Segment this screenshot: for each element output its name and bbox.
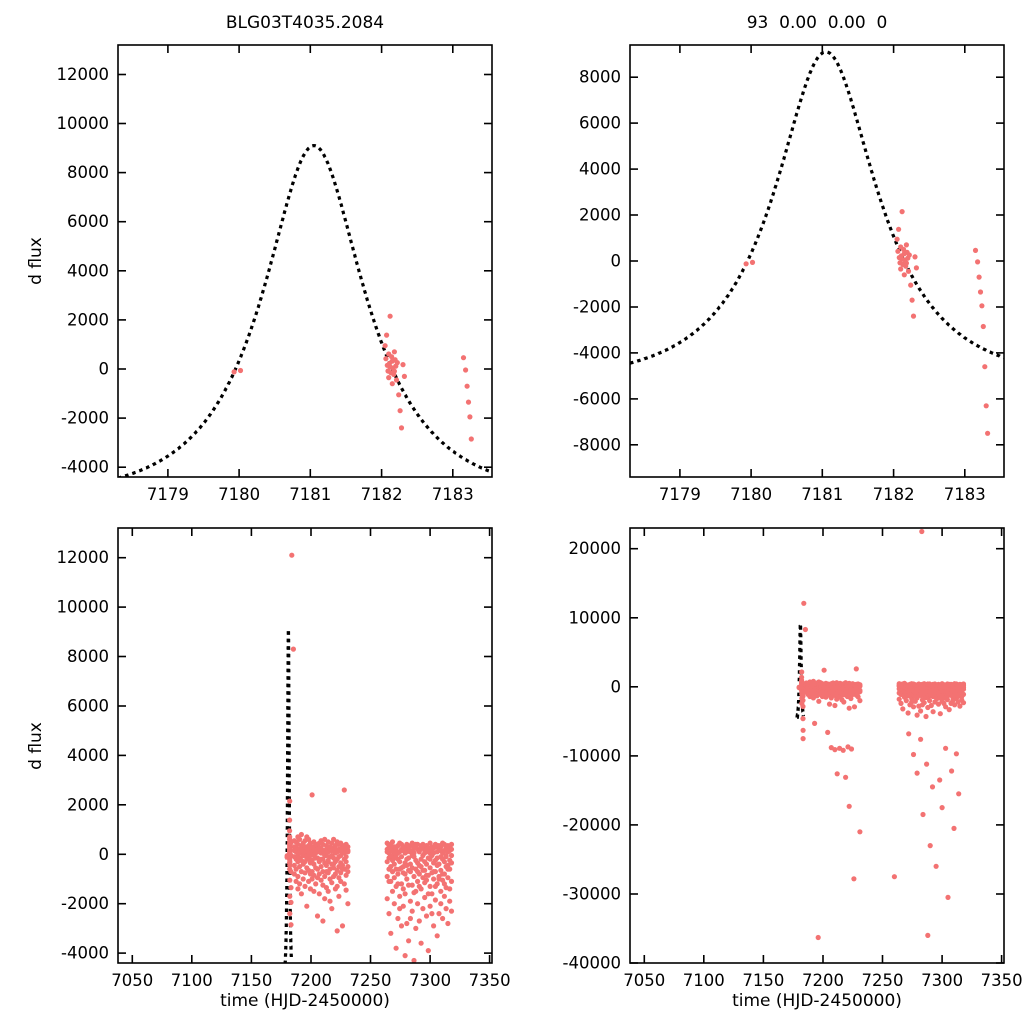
svg-text:-20000: -20000 (563, 815, 621, 834)
tick-labels: 7179 7180 7181 7182 7183 -8000 -6000 -4000 -2000… (573, 68, 986, 504)
svg-text:7050: 7050 (623, 971, 665, 990)
plot-frame (117, 44, 493, 478)
svg-text:6000: 6000 (579, 114, 621, 133)
svg-text:2000: 2000 (67, 310, 109, 329)
svg-text:7350: 7350 (981, 971, 1023, 990)
plot-bottom-right: 7050 7100 7150 7200 7250 7300 7350 -40000 -30000… (563, 527, 1023, 990)
svg-text:12000: 12000 (57, 65, 110, 84)
tick-labels: 7179 7180 7181 7182 7183 -4000 -2000 0 2000 4000 6… (57, 65, 474, 504)
plot-frame (117, 527, 493, 964)
data-points (231, 313, 474, 442)
svg-text:6000: 6000 (67, 697, 109, 716)
svg-text:10000: 10000 (57, 114, 110, 133)
x-axis-label-right: time (HJD-2450000) (732, 991, 902, 1011)
svg-text:8000: 8000 (67, 163, 109, 182)
svg-text:2000: 2000 (579, 206, 621, 225)
panel-top-right: 7179 7180 7181 7182 7183 -8000 -6000 -4000 -2000… (512, 0, 1024, 512)
svg-text:20000: 20000 (569, 539, 622, 558)
svg-text:7182: 7182 (873, 485, 915, 504)
plot-top-right: 7179 7180 7181 7182 7183 -8000 -6000 -4000 -2000… (573, 44, 1005, 504)
model-curve (118, 144, 492, 477)
svg-text:7180: 7180 (218, 485, 260, 504)
panel-bottom-left: 7050 7100 7150 7200 7250 7300 7350 -4000 -2000 0 2… (0, 512, 512, 1024)
plot-top-left: 7179 7180 7181 7182 7183 -4000 -2000 0 2000 4000 6… (57, 44, 493, 504)
svg-text:8000: 8000 (579, 68, 621, 87)
plot-frame (629, 527, 1005, 964)
svg-text:8000: 8000 (67, 647, 109, 666)
svg-text:7181: 7181 (289, 485, 331, 504)
svg-text:-8000: -8000 (573, 435, 621, 454)
svg-text:-4000: -4000 (61, 458, 109, 477)
svg-text:7200: 7200 (290, 971, 332, 990)
svg-text:7100: 7100 (683, 971, 725, 990)
svg-text:-4000: -4000 (61, 944, 109, 963)
svg-text:7183: 7183 (944, 485, 986, 504)
svg-text:7150: 7150 (742, 971, 784, 990)
tick-marks (118, 45, 492, 477)
model-curve (283, 628, 293, 963)
svg-text:6000: 6000 (67, 212, 109, 231)
tick-labels: 7050 7100 7150 7200 7250 7300 7350 -40000 -30000… (563, 539, 1023, 990)
svg-text:0: 0 (99, 845, 110, 864)
svg-text:7300: 7300 (921, 971, 963, 990)
svg-text:7050: 7050 (111, 971, 153, 990)
svg-text:12000: 12000 (57, 548, 110, 567)
y-axis-label-top: d flux (26, 237, 46, 285)
svg-text:-6000: -6000 (573, 389, 621, 408)
svg-text:-2000: -2000 (61, 894, 109, 913)
panel-title-fit-params: 93 0.00 0.00 0 (746, 13, 888, 33)
svg-text:0: 0 (611, 252, 622, 271)
svg-text:7200: 7200 (802, 971, 844, 990)
svg-text:7179: 7179 (659, 485, 701, 504)
svg-text:0: 0 (611, 677, 622, 696)
data-points (796, 528, 967, 941)
model-curve (795, 622, 805, 719)
tick-marks (118, 528, 492, 963)
tick-marks (630, 528, 1004, 964)
svg-text:2000: 2000 (67, 795, 109, 814)
svg-text:7180: 7180 (730, 485, 772, 504)
svg-text:-40000: -40000 (563, 954, 621, 973)
svg-text:-4000: -4000 (573, 343, 621, 362)
svg-text:7350: 7350 (469, 971, 511, 990)
model-curve (630, 50, 1004, 365)
svg-text:7300: 7300 (409, 971, 451, 990)
panel-title-star-id: BLG03T4035.2084 (225, 13, 385, 33)
svg-text:-30000: -30000 (563, 885, 621, 904)
panel-top-left: 7179 7180 7181 7182 7183 -4000 -2000 0 2000 4000 6… (0, 0, 512, 512)
svg-text:4000: 4000 (67, 746, 109, 765)
svg-text:-10000: -10000 (563, 746, 621, 765)
svg-text:10000: 10000 (569, 608, 622, 627)
svg-text:-2000: -2000 (61, 409, 109, 428)
svg-text:7250: 7250 (862, 971, 904, 990)
svg-text:7250: 7250 (350, 971, 392, 990)
plot-bottom-left: 7050 7100 7150 7200 7250 7300 7350 -4000 -2000 0 2… (57, 527, 511, 990)
svg-text:0: 0 (99, 360, 110, 379)
svg-text:7182: 7182 (361, 485, 403, 504)
svg-text:10000: 10000 (57, 598, 110, 617)
data-points (284, 552, 455, 963)
svg-text:7150: 7150 (230, 971, 272, 990)
svg-text:7181: 7181 (801, 485, 843, 504)
data-points (743, 209, 991, 436)
plot-frame (629, 44, 1005, 478)
svg-text:7179: 7179 (147, 485, 189, 504)
y-axis-label-bottom: d flux (26, 722, 46, 770)
svg-text:7183: 7183 (432, 485, 474, 504)
svg-text:4000: 4000 (579, 160, 621, 179)
svg-text:4000: 4000 (67, 261, 109, 280)
svg-text:7100: 7100 (171, 971, 213, 990)
panel-bottom-right: 7050 7100 7150 7200 7250 7300 7350 -40000 -30000… (512, 512, 1024, 1024)
svg-text:-2000: -2000 (573, 298, 621, 317)
tick-labels: 7050 7100 7150 7200 7250 7300 7350 -4000 -2000 0 2… (57, 548, 511, 990)
x-axis-label-left: time (HJD-2450000) (220, 991, 390, 1011)
tick-marks (630, 45, 1004, 477)
